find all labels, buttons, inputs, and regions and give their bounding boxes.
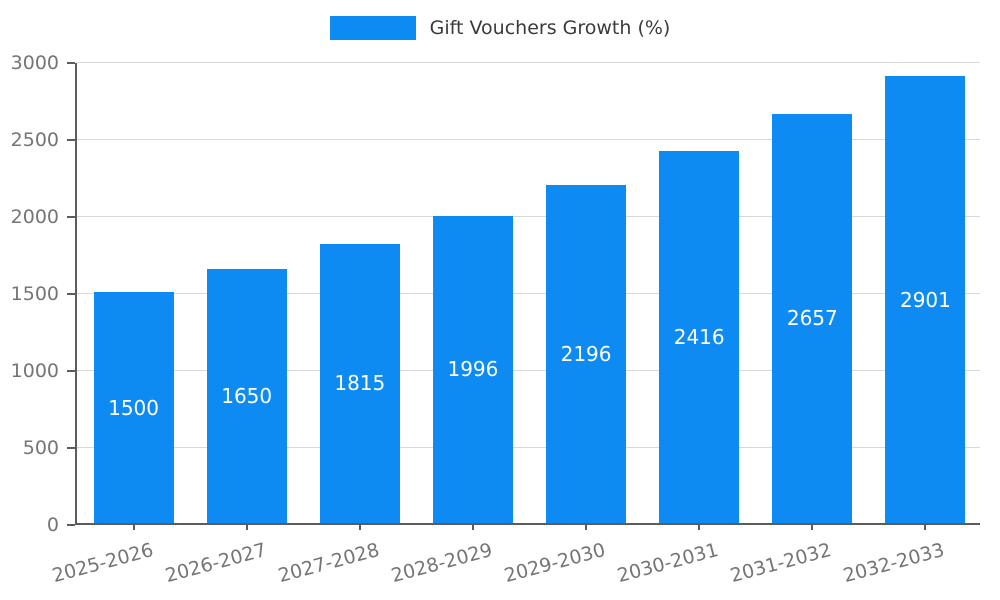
y-tick-label: 2000	[10, 206, 59, 228]
x-tick-mark	[698, 523, 701, 530]
bar: 2196	[546, 184, 627, 523]
x-tick-mark	[132, 523, 135, 530]
gridline	[77, 370, 980, 371]
y-tick-mark	[67, 139, 75, 141]
y-tick-mark	[67, 447, 75, 449]
gridline	[77, 139, 980, 140]
y-tick-mark	[67, 293, 75, 295]
bar: 1996	[432, 215, 513, 523]
bar-value-label: 1996	[447, 357, 499, 382]
x-tick-mark	[245, 523, 248, 530]
x-tick-mark	[924, 523, 927, 530]
bar: 1815	[319, 243, 400, 523]
y-tick-mark	[67, 216, 75, 218]
bar: 2901	[885, 76, 966, 523]
gridline	[77, 62, 980, 63]
bar: 1650	[206, 268, 287, 523]
bar-value-label: 1815	[334, 371, 386, 396]
y-tick-label: 1500	[10, 283, 59, 305]
bar-value-label: 2416	[673, 324, 725, 349]
y-tick-mark	[67, 62, 75, 64]
y-tick-label: 0	[46, 514, 59, 536]
gridline	[77, 447, 980, 448]
bar-value-label: 1500	[108, 395, 160, 420]
y-tick-mark	[67, 370, 75, 372]
gridline	[77, 293, 980, 294]
y-tick-label: 2500	[10, 129, 59, 151]
legend-label: Gift Vouchers Growth (%)	[429, 17, 671, 39]
bar-value-label: 1650	[221, 383, 273, 408]
y-tick-label: 3000	[10, 52, 59, 74]
bar: 2416	[659, 150, 740, 523]
plot-area: 0 500 1000 1500 2000 2500 3000 1500 2025-2026 165…	[11, 52, 980, 587]
y-tick-mark	[67, 524, 75, 526]
bar: 2657	[772, 113, 853, 523]
gridline	[77, 216, 980, 217]
x-tick-mark	[471, 523, 474, 530]
bar: 1500	[93, 292, 174, 523]
bar-value-label: 2901	[899, 287, 951, 312]
x-tick-mark	[585, 523, 588, 530]
chart-legend: Gift Vouchers Growth (%)	[0, 16, 1000, 40]
legend-swatch	[329, 16, 416, 40]
x-tick-mark	[358, 523, 361, 530]
x-tick-mark	[811, 523, 814, 530]
y-tick-label: 500	[22, 437, 59, 459]
y-tick-label: 1000	[10, 360, 59, 382]
bar-value-label: 2196	[560, 341, 612, 366]
bar-value-label: 2657	[786, 306, 838, 331]
